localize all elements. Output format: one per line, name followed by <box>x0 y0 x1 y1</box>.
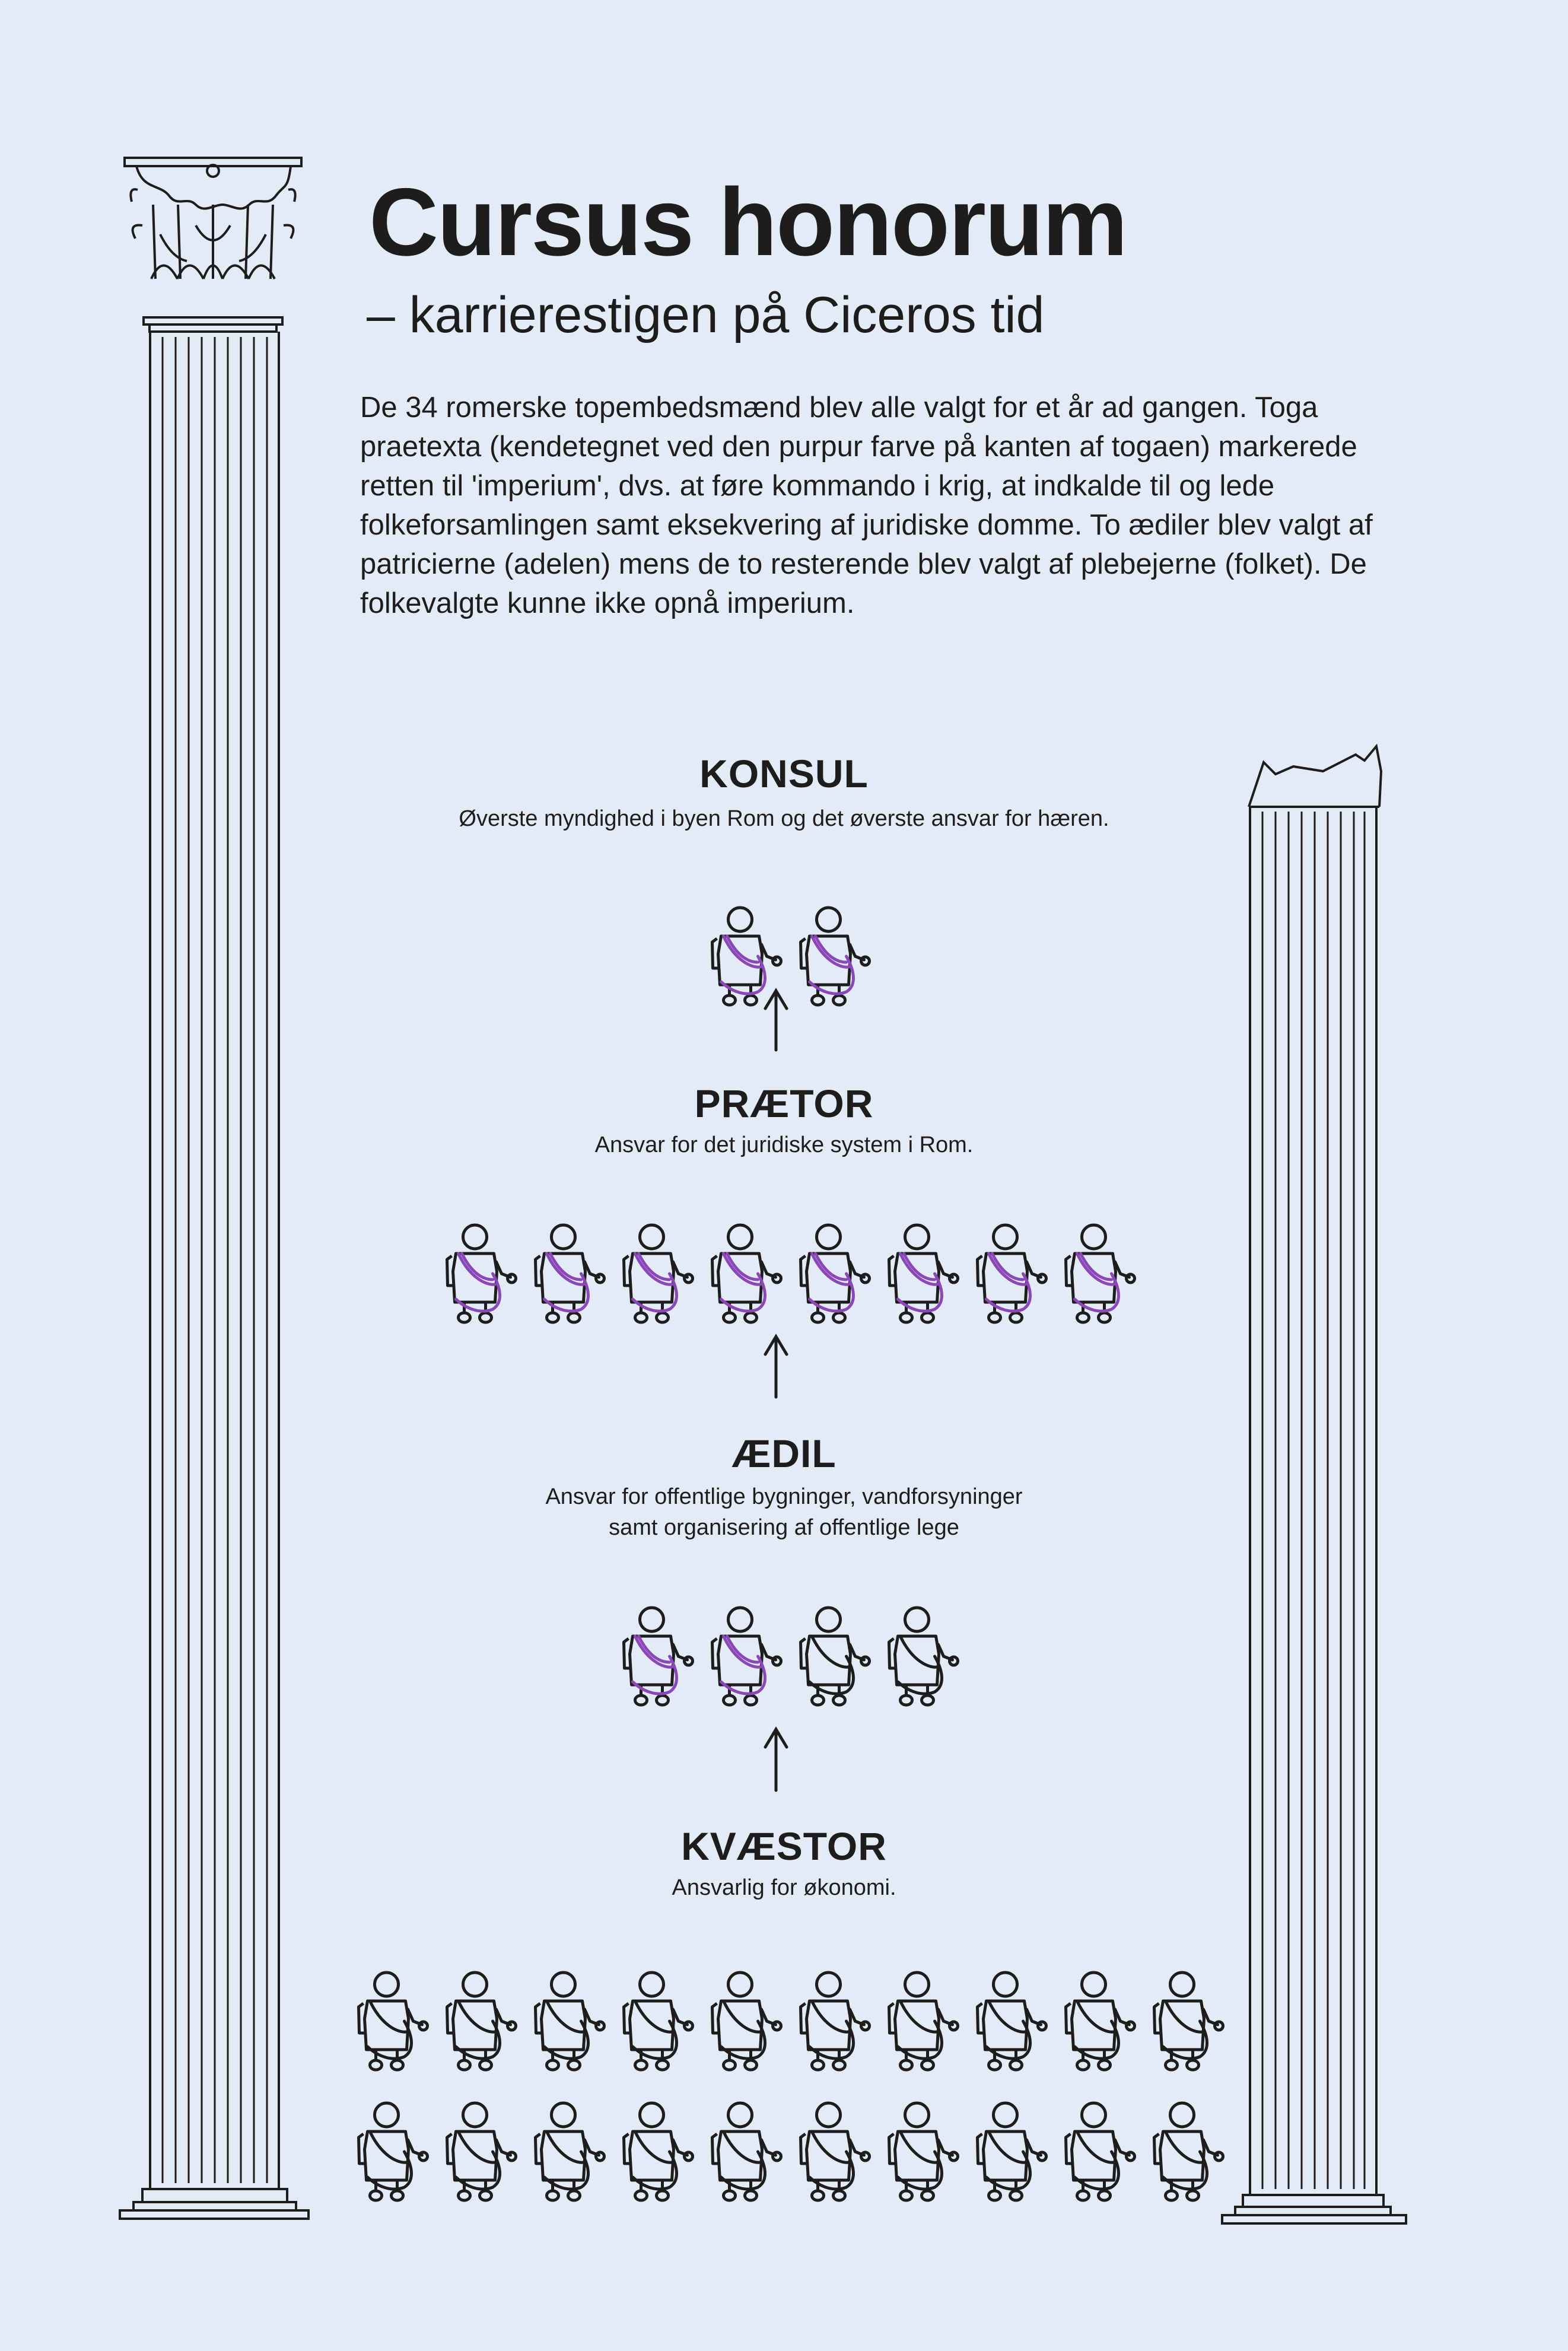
roman-figure-icon <box>536 1225 605 1322</box>
toga-sash <box>896 1634 943 1695</box>
aedil-figures <box>624 1608 958 1705</box>
toga-sash <box>454 2130 501 2191</box>
roman-figure-icon <box>978 1973 1047 2070</box>
toga-praetexta-band <box>454 1252 501 1313</box>
toga-praetexta-band <box>1073 1252 1120 1313</box>
toga-praetexta-band <box>720 1634 766 1695</box>
intro-paragraph: De 34 romerske topembedsmænd blev alle v… <box>360 392 1373 619</box>
up-arrow-icon <box>764 988 788 1052</box>
roman-figure-icon <box>889 1225 958 1322</box>
roman-figure-icon <box>801 1973 870 2070</box>
toga-praetexta-band <box>631 1252 678 1313</box>
roman-figure-icon <box>801 908 870 1005</box>
rank-desc-praetor: Ansvar for det juridiske system i Rom. <box>594 1132 974 1157</box>
roman-figure-icon <box>713 1225 781 1322</box>
toga-sash <box>543 2130 590 2191</box>
roman-figure-icon <box>801 1608 870 1705</box>
roman-figure-icon <box>359 1973 428 2070</box>
toga-sash <box>631 2130 678 2191</box>
toga-sash <box>631 1999 678 2060</box>
roman-figure-icon <box>801 1225 870 1322</box>
rank-desc-aedil: Ansvar for offentlige bygninger, vandfor… <box>545 1484 1023 1540</box>
roman-figure-icon <box>536 1973 605 2070</box>
page-subtitle: – karrierestigen på Ciceros tid <box>367 287 1045 343</box>
roman-figure-icon <box>978 1225 1047 1322</box>
rank-title-praetor: PRÆTOR <box>694 1081 874 1125</box>
up-arrow-icon <box>764 1726 788 1792</box>
roman-figure-icon <box>889 1973 958 2070</box>
toga-praetexta-band <box>543 1252 590 1313</box>
roman-figure-icon <box>447 1225 516 1322</box>
rank-title-konsul: KONSUL <box>699 752 869 796</box>
toga-sash <box>1073 1999 1120 2060</box>
roman-figure-icon <box>889 2103 958 2200</box>
toga-sash <box>366 1999 413 2060</box>
toga-sash <box>543 1999 590 2060</box>
broken-column-icon <box>1221 743 1407 2225</box>
up-arrow-icon <box>764 1334 788 1399</box>
roman-figure-icon <box>1066 1973 1135 2070</box>
rank-title-aedil: ÆDIL <box>731 1431 837 1475</box>
toga-sash <box>1162 2130 1208 2191</box>
roman-figure-icon <box>1154 1973 1223 2070</box>
toga-sash <box>808 2130 855 2191</box>
roman-figure-icon <box>1154 2103 1223 2200</box>
toga-praetexta-band <box>808 934 855 995</box>
toga-praetexta-band <box>720 934 766 995</box>
roman-figure-icon <box>447 2103 516 2200</box>
toga-sash <box>454 1999 501 2060</box>
roman-figure-icon <box>889 1608 958 1705</box>
toga-sash <box>896 2130 943 2191</box>
toga-sash <box>720 2130 766 2191</box>
toga-praetexta-band <box>808 1252 855 1313</box>
roman-figure-icon <box>624 1225 693 1322</box>
roman-figure-icon <box>713 1608 781 1705</box>
roman-figure-icon <box>978 2103 1047 2200</box>
roman-figure-icon <box>713 908 781 1005</box>
rank-desc-kvaestor: Ansvarlig for økonomi. <box>672 1875 896 1900</box>
page-title: Cursus honorum <box>369 168 1128 276</box>
corinthian-column-icon <box>119 157 310 2220</box>
kvaestor-figures <box>359 1973 1223 2200</box>
roman-figure-icon <box>713 1973 781 2070</box>
toga-praetexta-band <box>985 1252 1032 1313</box>
toga-praetexta-band <box>720 1252 766 1313</box>
toga-sash <box>808 1634 855 1695</box>
toga-sash <box>985 2130 1032 2191</box>
toga-sash <box>366 2130 413 2191</box>
konsul-figures <box>713 908 870 1005</box>
toga-sash <box>985 1999 1032 2060</box>
roman-figure-icon <box>713 2103 781 2200</box>
toga-sash <box>896 1999 943 2060</box>
roman-figure-icon <box>536 2103 605 2200</box>
roman-figure-icon <box>624 2103 693 2200</box>
rank-desc-konsul: Øverste myndighed i byen Rom og det øver… <box>459 806 1109 831</box>
roman-figure-icon <box>1066 1225 1135 1322</box>
praetor-figures <box>447 1225 1135 1322</box>
toga-sash <box>1073 2130 1120 2191</box>
roman-figure-icon <box>1066 2103 1135 2200</box>
roman-figure-icon <box>624 1973 693 2070</box>
roman-figure-icon <box>359 2103 428 2200</box>
toga-sash <box>720 1999 766 2060</box>
toga-praetexta-band <box>631 1634 678 1695</box>
rank-title-kvaestor: KVÆSTOR <box>681 1824 887 1868</box>
roman-figure-icon <box>624 1608 693 1705</box>
toga-sash <box>808 1999 855 2060</box>
roman-figure-icon <box>447 1973 516 2070</box>
toga-sash <box>1162 1999 1208 2060</box>
roman-figure-icon <box>801 2103 870 2200</box>
toga-praetexta-band <box>896 1252 943 1313</box>
